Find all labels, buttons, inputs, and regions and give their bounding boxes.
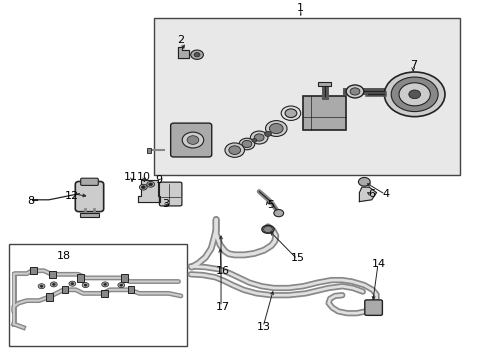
Circle shape [194, 53, 200, 57]
Circle shape [182, 132, 203, 148]
Bar [80, 213, 99, 217]
Bar [30, 267, 37, 274]
Circle shape [190, 50, 203, 59]
Circle shape [228, 146, 240, 154]
Circle shape [398, 83, 429, 106]
Circle shape [269, 123, 283, 134]
Polygon shape [178, 47, 189, 58]
Bar [46, 293, 53, 301]
Circle shape [52, 283, 55, 285]
Text: 8: 8 [27, 196, 34, 206]
Circle shape [84, 284, 87, 286]
Text: 11: 11 [124, 172, 138, 182]
Circle shape [120, 284, 122, 286]
Text: 4: 4 [382, 189, 389, 199]
Circle shape [146, 181, 154, 187]
Circle shape [118, 283, 124, 288]
Bar [49, 271, 56, 278]
Bar [121, 274, 128, 282]
FancyBboxPatch shape [75, 181, 103, 212]
Text: 12: 12 [65, 191, 79, 201]
Bar [303, 96, 346, 130]
Circle shape [224, 143, 244, 157]
Text: 7: 7 [409, 60, 416, 70]
Circle shape [71, 283, 74, 285]
Circle shape [254, 134, 264, 141]
Circle shape [38, 284, 45, 289]
Polygon shape [138, 180, 160, 202]
Bar [101, 290, 107, 297]
Bar [147, 148, 151, 153]
Bar [318, 82, 330, 86]
Circle shape [148, 183, 152, 186]
Circle shape [103, 283, 106, 285]
FancyBboxPatch shape [81, 178, 98, 185]
FancyBboxPatch shape [159, 182, 182, 206]
Circle shape [139, 184, 147, 190]
Circle shape [141, 186, 145, 189]
Circle shape [250, 131, 267, 144]
Circle shape [239, 138, 254, 150]
Text: 17: 17 [215, 302, 229, 312]
Bar [61, 286, 68, 293]
Bar [9, 244, 187, 346]
Circle shape [242, 140, 251, 148]
Circle shape [263, 226, 272, 233]
Text: 6: 6 [367, 189, 374, 199]
Text: 1: 1 [297, 3, 304, 13]
Text: 13: 13 [257, 322, 270, 332]
Circle shape [265, 121, 286, 136]
Circle shape [281, 106, 300, 120]
Bar [154, 18, 459, 175]
Circle shape [390, 77, 437, 112]
Circle shape [69, 281, 76, 286]
Text: 10: 10 [137, 172, 151, 182]
Text: 16: 16 [215, 266, 229, 276]
Circle shape [273, 210, 283, 217]
Text: 15: 15 [291, 253, 305, 264]
Circle shape [358, 177, 369, 186]
Circle shape [384, 72, 444, 117]
Ellipse shape [262, 225, 273, 233]
Text: 18: 18 [57, 251, 70, 261]
Bar [127, 286, 134, 293]
Circle shape [40, 285, 43, 287]
Circle shape [349, 88, 359, 95]
Text: 9: 9 [155, 175, 162, 185]
Circle shape [408, 90, 420, 99]
Circle shape [346, 85, 363, 98]
Circle shape [251, 139, 256, 142]
FancyBboxPatch shape [364, 300, 382, 315]
Circle shape [102, 282, 108, 287]
Text: 3: 3 [162, 199, 168, 210]
Circle shape [187, 136, 199, 144]
Polygon shape [359, 187, 376, 202]
FancyBboxPatch shape [170, 123, 211, 157]
Circle shape [82, 283, 89, 288]
Text: 2: 2 [177, 35, 184, 45]
Circle shape [285, 109, 296, 117]
Text: 14: 14 [371, 258, 385, 269]
Text: 5: 5 [266, 200, 273, 210]
Circle shape [264, 131, 271, 136]
Circle shape [50, 282, 57, 287]
Bar [77, 274, 84, 282]
